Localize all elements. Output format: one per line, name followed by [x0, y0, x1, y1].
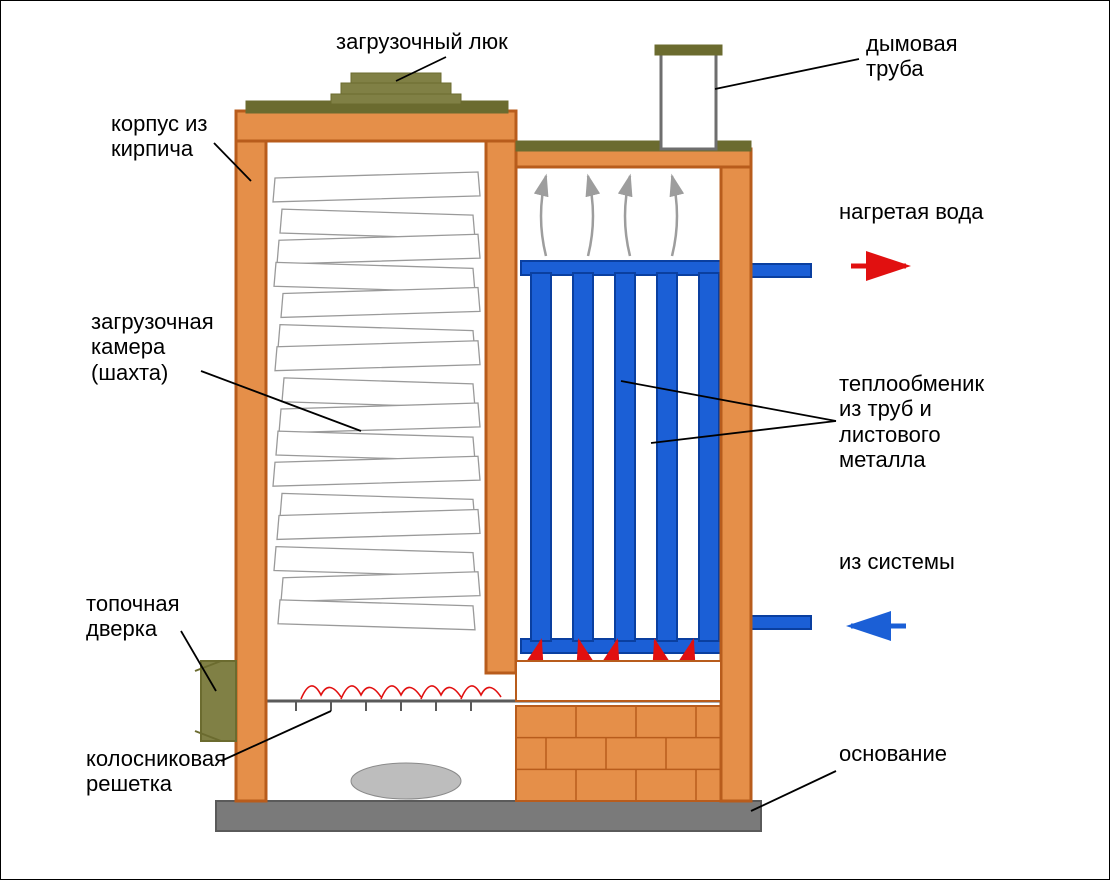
label-loading-hatch: загрузочный люк [336, 29, 508, 54]
label-base: основание [839, 741, 947, 766]
label-fire-door: топочная дверка [86, 591, 180, 642]
label-from-system: из системы [839, 549, 955, 574]
label-loading-chamber: загрузочная камера (шахта) [91, 309, 214, 385]
label-chimney: дымовая труба [866, 31, 958, 82]
label-brick-body: корпус из кирпича [111, 111, 208, 162]
diagram-stage: загрузочный люк корпус из кирпича загруз… [0, 0, 1110, 880]
label-hot-water: нагретая вода [839, 199, 984, 224]
label-heat-exchanger: теплообменик из труб и листового металла [839, 371, 984, 472]
label-grate: колосниковая решетка [86, 746, 226, 797]
